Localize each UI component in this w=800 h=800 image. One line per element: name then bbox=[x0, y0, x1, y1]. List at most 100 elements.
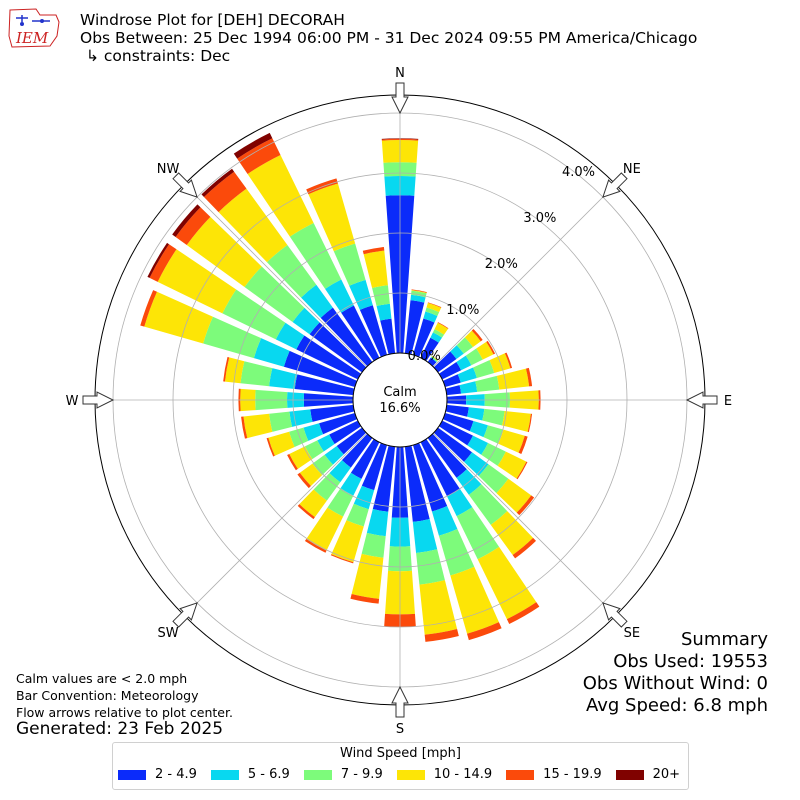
wedge-120-bin-2 bbox=[481, 442, 506, 466]
wedge-80-bin-2 bbox=[475, 375, 500, 392]
wedge-300-bin-2 bbox=[222, 289, 286, 340]
wedge-50-bin-1 bbox=[450, 345, 464, 359]
wedge-110-bin-2 bbox=[483, 425, 504, 444]
wedge-250-bin-3 bbox=[268, 431, 295, 456]
wedge-250-bin-1 bbox=[303, 423, 324, 441]
wedge-350-bin-0 bbox=[380, 318, 396, 355]
wedge-280-bin-1 bbox=[269, 368, 298, 389]
iem-logo: IEM bbox=[8, 8, 60, 48]
legend-item-4: 15 - 19.9 bbox=[506, 767, 602, 782]
chart-subtitle: Obs Between: 25 Dec 1994 06:00 PM - 31 D… bbox=[80, 29, 698, 47]
direction-label-n: N bbox=[395, 66, 405, 81]
wedge-240-bin-4 bbox=[287, 454, 298, 471]
wedge-120-bin-0 bbox=[438, 420, 473, 446]
grid-spoke-315 bbox=[184, 184, 368, 368]
wedge-120-bin-4 bbox=[516, 461, 528, 480]
wedge-10-bin-1 bbox=[410, 294, 426, 303]
flow-arrow-ne bbox=[602, 172, 628, 198]
wedge-190-bin-1 bbox=[366, 509, 389, 537]
wedge-40-bin-1 bbox=[430, 357, 437, 363]
wedge-260-bin-4 bbox=[241, 416, 248, 439]
wedge-80-bin-3 bbox=[496, 368, 530, 390]
wedge-310-bin-3 bbox=[186, 216, 262, 288]
wedge-160-bin-0 bbox=[412, 442, 448, 512]
wedge-190-bin-2 bbox=[361, 532, 386, 558]
wedge-280-bin-2 bbox=[240, 361, 273, 387]
wedge-80-bin-4 bbox=[525, 367, 533, 387]
wedge-10-bin-3 bbox=[411, 290, 427, 294]
wedge-260-bin-2 bbox=[269, 411, 293, 432]
flow-arrow-w bbox=[82, 391, 115, 409]
wedge-190-bin-4 bbox=[350, 594, 380, 604]
summary-title: Summary bbox=[681, 629, 768, 650]
legend-items: 2 - 4.9 5 - 6.9 7 - 9.9 10 - 14.9 15 - 19.9 2… bbox=[118, 767, 680, 782]
wedge-140-bin-0 bbox=[427, 433, 467, 478]
wedge-160-bin-1 bbox=[431, 505, 458, 536]
direction-label-e: E bbox=[724, 394, 732, 409]
wedge-280-bin-0 bbox=[294, 374, 355, 396]
wedge-200-bin-2 bbox=[346, 503, 369, 527]
wedge-290-bin-0 bbox=[283, 350, 358, 388]
wedge-210-bin-0 bbox=[350, 438, 380, 479]
wedge-220-bin-0 bbox=[341, 433, 373, 468]
wedge-20-bin-1 bbox=[423, 311, 438, 323]
wedge-220-bin-3 bbox=[299, 489, 327, 518]
wedge-140-bin-2 bbox=[468, 484, 508, 525]
wedge-120-bin-3 bbox=[497, 451, 527, 479]
wedge-150-bin-0 bbox=[420, 438, 460, 497]
wedge-60-bin-4 bbox=[486, 340, 496, 355]
wedge-130-bin-0 bbox=[433, 427, 472, 462]
wedge-320-bin-0 bbox=[320, 307, 373, 367]
wedge-210-bin-2 bbox=[327, 488, 354, 517]
wedge-170-bin-3 bbox=[419, 580, 458, 635]
direction-label-ne: NE bbox=[623, 162, 641, 177]
wedge-300-bin-4 bbox=[149, 244, 177, 282]
legend-label-3: 10 - 14.9 bbox=[433, 767, 493, 782]
grid-spoke-45 bbox=[432, 184, 616, 368]
wedge-40-bin-0 bbox=[427, 357, 437, 367]
wedge-60-bin-1 bbox=[456, 355, 472, 371]
wedge-200-bin-3 bbox=[331, 520, 364, 563]
wedge-340-bin-2 bbox=[333, 243, 366, 286]
wedge-190-bin-0 bbox=[372, 445, 396, 512]
wedge-250-bin-4 bbox=[266, 437, 275, 457]
flow-arrow-sw bbox=[172, 602, 198, 628]
wedge-20-bin-0 bbox=[412, 318, 435, 358]
legend-item-2: 7 - 9.9 bbox=[303, 767, 383, 782]
legend-item-5: 20+ bbox=[615, 767, 680, 782]
direction-label-s: S bbox=[396, 722, 404, 737]
wedge-320-bin-5 bbox=[201, 168, 235, 197]
wedge-290-bin-3 bbox=[144, 291, 213, 344]
wedge-40-bin-3 bbox=[431, 355, 439, 362]
wedge-30-bin-4 bbox=[437, 322, 449, 329]
wedge-230-bin-4 bbox=[297, 472, 311, 489]
wedge-50-bin-0 bbox=[433, 351, 457, 373]
chart-title: Windrose Plot for [DEH] DECORAH bbox=[80, 11, 345, 29]
calm-circle bbox=[352, 352, 448, 448]
flow-arrows-note: Flow arrows relative to plot center. bbox=[16, 705, 233, 720]
wedge-320-bin-1 bbox=[301, 284, 333, 318]
wedge-110-bin-4 bbox=[518, 435, 528, 455]
wedge-30-bin-1 bbox=[430, 332, 443, 343]
wedge-310-bin-5 bbox=[172, 204, 201, 237]
direction-label-se: SE bbox=[624, 626, 640, 641]
wedge-200-bin-4 bbox=[330, 554, 354, 564]
grid-spoke-135 bbox=[432, 432, 616, 616]
wedge-70-bin-0 bbox=[442, 374, 461, 388]
legend-item-3: 10 - 14.9 bbox=[396, 767, 493, 782]
radial-tick-label-0: 0.0% bbox=[408, 349, 441, 364]
wedge-120-bin-1 bbox=[467, 435, 489, 455]
wedge-340-bin-0 bbox=[359, 305, 388, 358]
wedge-350-bin-2 bbox=[372, 285, 390, 307]
flow-arrow-s bbox=[391, 685, 409, 718]
summary-obs-used: Obs Used: 19553 bbox=[613, 651, 768, 672]
wedge-230-bin-1 bbox=[324, 445, 344, 465]
wedge-110-bin-0 bbox=[442, 412, 474, 432]
legend-label-0: 2 - 4.9 bbox=[155, 767, 197, 782]
wedge-170-bin-4 bbox=[424, 628, 459, 642]
direction-label-sw: SW bbox=[158, 626, 179, 641]
wedge-30-bin-0 bbox=[420, 337, 439, 362]
wedge-230-bin-0 bbox=[336, 427, 367, 455]
wedge-250-bin-2 bbox=[289, 427, 309, 447]
wedge-100-bin-3 bbox=[502, 411, 531, 432]
